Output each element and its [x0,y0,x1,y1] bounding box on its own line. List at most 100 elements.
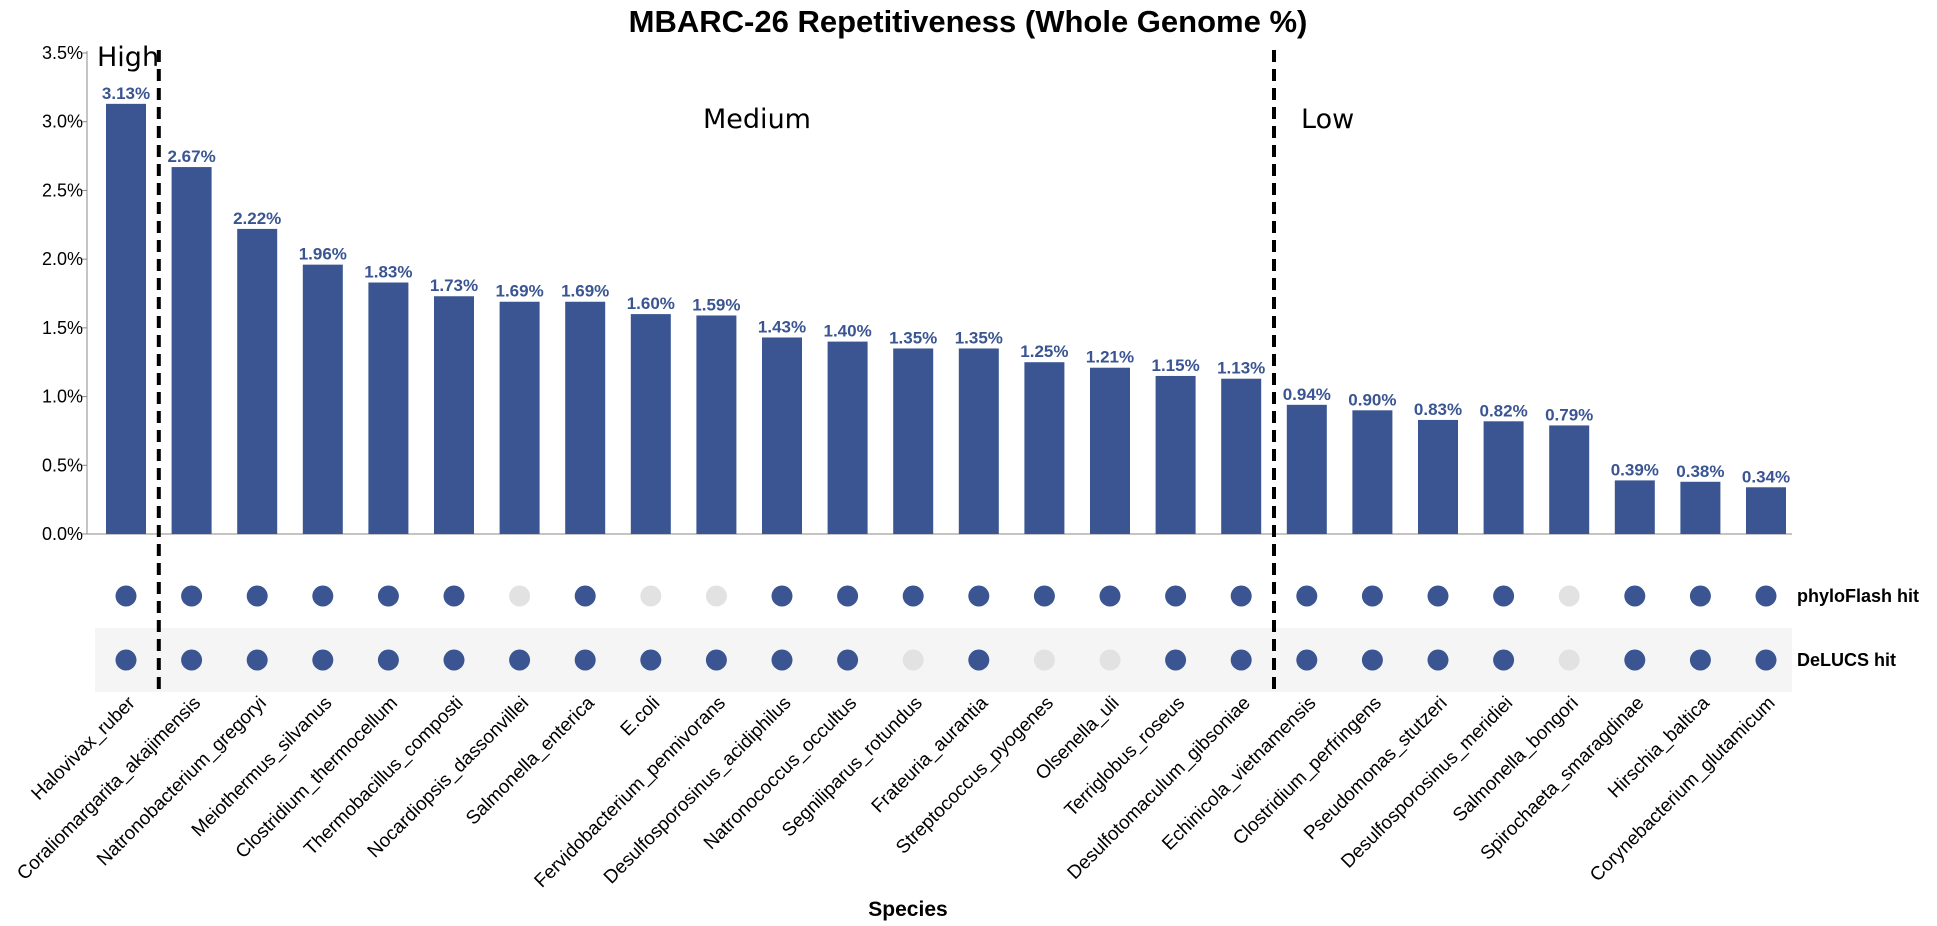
bar-value-label: 0.90% [1348,390,1396,409]
y-tick-label: 1.5% [42,318,83,338]
bar-value-label: 0.38% [1676,462,1724,481]
y-tick-label: 2.0% [42,249,83,269]
bars-group: 3.13% 2.67% 2.22% 1.96% 1.83% 1.73% 1.69% 1.69%… [102,84,1790,534]
hit-dot [312,585,334,607]
bar [827,341,868,534]
bar [1746,487,1786,534]
hit-dot [1361,585,1383,607]
hit-dot [246,585,268,607]
bar-value-label: 0.34% [1742,467,1790,486]
hit-dot [1099,649,1121,671]
x-tick-label: E.coli [617,693,665,741]
bar-value-label: 1.69% [495,282,543,301]
y-tick-label: 0.0% [42,524,83,544]
hit-dot [705,585,727,607]
bar-value-label: 1.60% [627,294,675,313]
bar-value-label: 1.96% [299,245,347,264]
hit-dot [509,649,531,671]
hit-row-label: DeLUCS hit [1797,650,1896,670]
hit-dot [1755,585,1777,607]
hit-dot [1624,585,1646,607]
bar [106,103,146,534]
bar [1418,419,1458,534]
y-tick-label: 2.5% [42,180,83,200]
bar-value-label: 0.39% [1611,460,1659,479]
hit-dot [1230,649,1252,671]
bar-value-label: 1.25% [1020,342,1068,361]
bar [171,167,212,534]
hit-dot [377,585,399,607]
bar-value-label: 1.59% [692,295,740,314]
bar [696,315,737,534]
bar [1024,362,1065,534]
x-tick-label: Frateuria_aurantia [868,692,993,817]
hit-dot [574,649,596,671]
y-tick-label: 3.5% [42,43,83,63]
bar-value-label: 1.21% [1086,348,1134,367]
x-tick-label: Salmonella_enterica [462,692,599,829]
hit-dot [181,585,203,607]
region-label: High [97,42,159,73]
hit-dot [640,649,662,671]
bar [1680,481,1721,534]
hit-dot [640,585,662,607]
hit-dot [1230,585,1252,607]
bar-value-label: 1.43% [758,317,806,336]
hit-dot [1493,585,1515,607]
bar-value-label: 1.83% [364,263,412,282]
hit-dot [968,585,990,607]
hit-dot [1689,649,1711,671]
category-labels: Halovivax_ruberCoraliomargarita_akajimen… [13,692,1779,892]
bar [499,301,540,534]
hit-dot [1427,585,1449,607]
hit-dot [837,649,859,671]
hit-row-bands [95,628,1792,692]
hit-dot [1558,649,1580,671]
bar [1155,375,1196,534]
bar-value-label: 0.94% [1283,385,1331,404]
x-tick-label: Terriglobus_roseus [1061,693,1189,821]
bar [1483,421,1524,534]
chart-title: MBARC-26 Repetitiveness (Whole Genome %) [629,4,1308,39]
bar-value-label: 0.83% [1414,400,1462,419]
bar-value-label: 1.15% [1151,356,1199,375]
bar [1286,404,1327,534]
bar [1221,378,1262,534]
y-tick-label: 3.0% [42,112,83,132]
hit-dot [1624,649,1646,671]
hit-dot [443,649,465,671]
bar [630,314,671,534]
bar [368,282,409,534]
bar [434,296,474,534]
hit-dot [705,649,727,671]
hit-dot [1493,649,1515,671]
region-label: Medium [703,104,811,135]
hit-dot [1755,649,1777,671]
hit-dot [574,585,596,607]
bar-value-label: 0.79% [1545,405,1593,424]
bar-value-label: 1.35% [889,328,937,347]
hit-dot [771,585,793,607]
bar [893,348,934,534]
hit-dot [115,649,137,671]
bar [1352,410,1393,534]
bar [1549,425,1590,534]
hit-dot [837,585,859,607]
hit-dot [181,649,203,671]
bar [302,264,343,534]
bar-value-label: 2.22% [233,209,281,228]
hit-dot [1296,649,1318,671]
hit-dot [1689,585,1711,607]
bar-value-label: 1.69% [561,282,609,301]
hit-dot [1033,585,1055,607]
hit-dot [377,649,399,671]
bar-value-label: 1.73% [430,276,478,295]
hit-dot [1558,585,1580,607]
hit-dot [246,649,268,671]
hit-dot [115,585,137,607]
hit-dot [968,649,990,671]
hit-dot [1033,649,1055,671]
hit-dot [1296,585,1318,607]
y-tick-label: 1.0% [42,387,83,407]
